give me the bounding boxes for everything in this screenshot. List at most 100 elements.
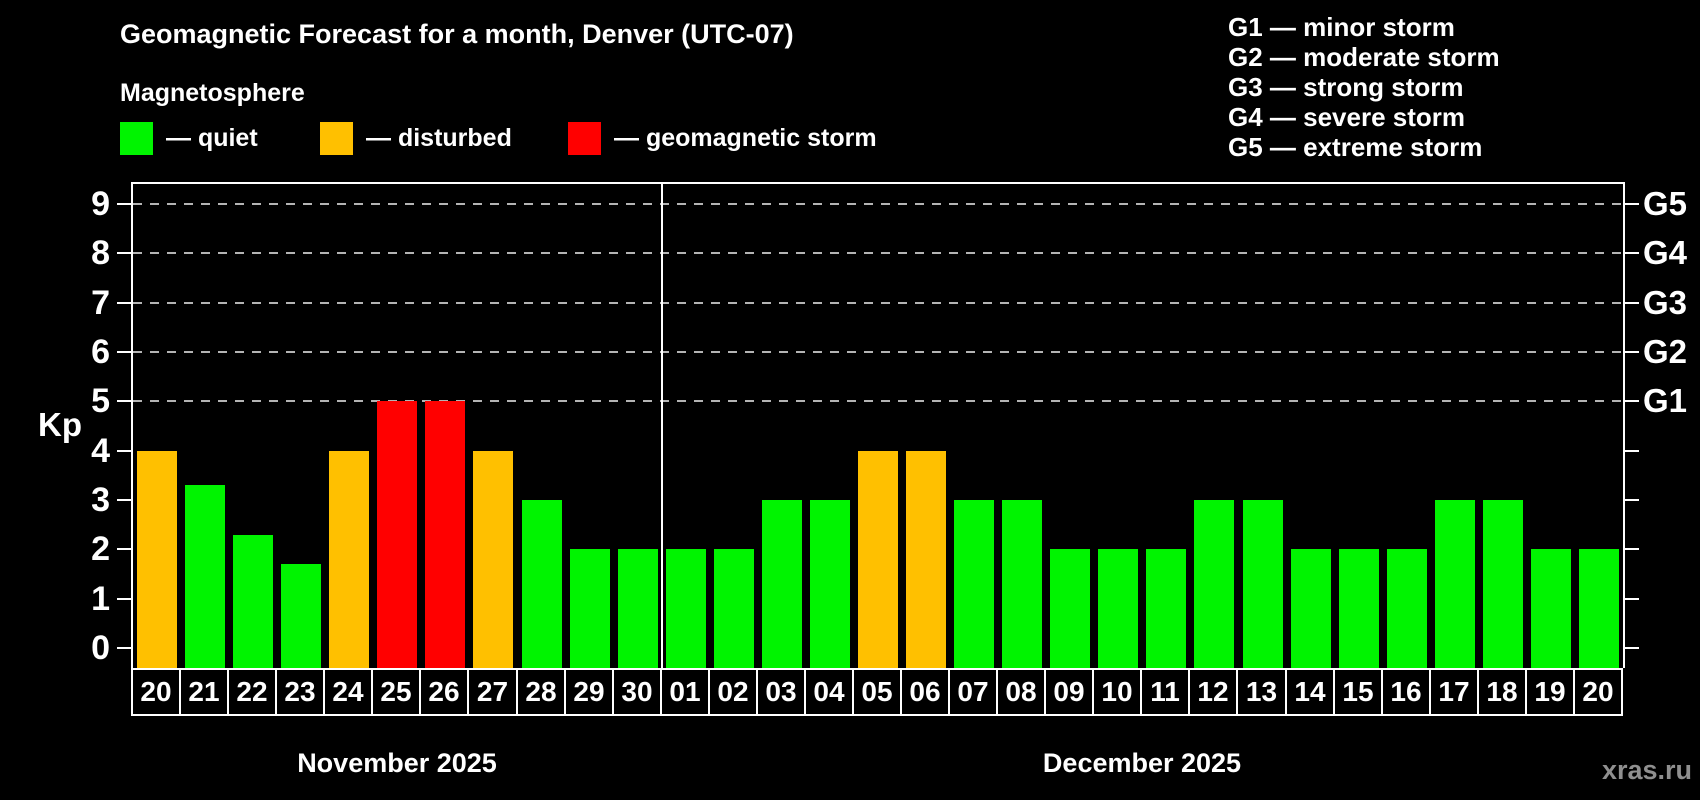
g-scale-legend-line: G2 — moderate storm — [1228, 42, 1500, 72]
legend-item-storm: — geomagnetic storm — [568, 122, 877, 155]
kp-bar-day-12 — [1194, 500, 1234, 668]
day-label: 22 — [227, 668, 277, 716]
magnetosphere-label: Magnetosphere — [120, 79, 305, 107]
right-axis-tick — [1625, 449, 1639, 452]
gridline-kp5 — [133, 400, 1623, 403]
g-scale-legend: G1 — minor storm G2 — moderate storm G3 — … — [1228, 12, 1500, 162]
kp-bar-day-01 — [666, 549, 706, 668]
kp-bar-day-08 — [1002, 500, 1042, 668]
y-axis-tick — [117, 548, 131, 551]
y-tick-label: 9 — [91, 184, 110, 223]
kp-bar-day-18 — [1483, 500, 1523, 668]
day-label: 14 — [1285, 668, 1335, 716]
right-axis-tick — [1625, 647, 1639, 650]
day-label: 02 — [708, 668, 758, 716]
kp-bar-day-09 — [1050, 549, 1090, 668]
kp-bar-day-04 — [810, 500, 850, 668]
day-axis-row: 20 21 22 23 24 25 26 27 28 29 30 01 02 03 04 05 06 07 08 09… — [131, 668, 1625, 716]
y-axis-tick — [117, 597, 131, 600]
kp-bar-day-14 — [1291, 549, 1331, 668]
gridline-kp7 — [133, 301, 1623, 304]
legend-item-label: — quiet — [166, 124, 258, 152]
chart-title: Geomagnetic Forecast for a month, Denver… — [120, 19, 794, 49]
kp-bar-day-20 — [1579, 549, 1619, 668]
kp-bar-day-05 — [858, 451, 898, 668]
g-level-label-g5: G5 — [1643, 184, 1688, 222]
y-tick-label: 6 — [91, 332, 110, 371]
kp-bar-day-30 — [618, 549, 658, 668]
day-label: 15 — [1333, 668, 1383, 716]
y-axis-tick — [117, 252, 131, 255]
kp-bar-day-24 — [329, 451, 369, 668]
y-tick-label: 1 — [91, 579, 110, 618]
y-axis-tick — [117, 202, 131, 205]
kp-bar-day-16 — [1387, 549, 1427, 668]
kp-bar-day-28 — [522, 500, 562, 668]
legend-item-label: — geomagnetic storm — [614, 124, 877, 152]
right-axis-tick — [1625, 202, 1639, 205]
kp-bar-day-22 — [233, 535, 273, 668]
y-tick-label: 5 — [91, 382, 110, 421]
day-label: 29 — [564, 668, 614, 716]
status-legend: — quiet — disturbed — geomagnetic storm — [120, 122, 1020, 156]
day-label: 17 — [1429, 668, 1479, 716]
month-label-december: December 2025 — [1042, 748, 1242, 778]
right-axis-tick — [1625, 499, 1639, 502]
kp-bar-day-15 — [1339, 549, 1379, 668]
day-label: 21 — [179, 668, 229, 716]
kp-bar-day-13 — [1243, 500, 1283, 668]
day-label: 20 — [131, 668, 181, 716]
right-axis-tick — [1625, 597, 1639, 600]
kp-bar-day-27 — [473, 451, 513, 668]
g-level-label-g1: G1 — [1643, 382, 1688, 420]
storm-swatch-icon — [568, 122, 601, 155]
right-axis-tick — [1625, 548, 1639, 551]
gridline-kp9 — [133, 202, 1623, 205]
y-tick-label: 4 — [91, 431, 110, 470]
day-label: 13 — [1236, 668, 1287, 716]
watermark-xras: xras.ru — [1601, 755, 1692, 785]
legend-item-disturbed: — disturbed — [320, 122, 512, 155]
day-label: 30 — [612, 668, 662, 716]
kp-bar-day-20 — [137, 451, 177, 668]
day-label: 24 — [323, 668, 373, 716]
y-axis-tick — [117, 449, 131, 452]
g-scale-legend-line: G3 — strong storm — [1228, 72, 1464, 102]
day-label: 12 — [1188, 668, 1238, 716]
day-label: 20 — [1573, 668, 1623, 716]
kp-bar-day-29 — [570, 549, 610, 668]
day-label: 07 — [948, 668, 998, 716]
y-tick-label: 8 — [91, 234, 110, 273]
day-label: 19 — [1525, 668, 1575, 716]
day-label: 18 — [1477, 668, 1527, 716]
y-tick-label: 7 — [91, 283, 110, 322]
day-label: 16 — [1381, 668, 1431, 716]
legend-item-label: — disturbed — [366, 124, 512, 152]
y-axis-tick — [117, 350, 131, 353]
kp-bar-day-25 — [377, 401, 417, 668]
kp-bar-day-02 — [714, 549, 754, 668]
kp-bar-day-19 — [1531, 549, 1571, 668]
quiet-swatch-icon — [120, 122, 153, 155]
day-label: 06 — [900, 668, 950, 716]
legend-item-quiet: — quiet — [120, 122, 258, 155]
day-label: 11 — [1140, 668, 1190, 716]
day-label: 01 — [660, 668, 710, 716]
g-level-label-g2: G2 — [1643, 332, 1688, 370]
kp-bar-day-26 — [425, 401, 465, 668]
day-label: 08 — [996, 668, 1046, 716]
plot-area — [117, 182, 1639, 668]
g-scale-legend-line: G5 — extreme storm — [1228, 132, 1483, 162]
disturbed-swatch-icon — [320, 122, 353, 155]
day-label: 09 — [1044, 668, 1094, 716]
g-level-label-g4: G4 — [1643, 234, 1688, 272]
g-scale-legend-line: G4 — severe storm — [1228, 102, 1466, 132]
kp-bar-day-23 — [281, 564, 321, 668]
y-tick-label: 0 — [91, 629, 110, 668]
y-axis-tick — [117, 647, 131, 650]
day-label: 10 — [1092, 668, 1142, 716]
kp-bar-day-06 — [906, 451, 946, 668]
day-label: 23 — [275, 668, 325, 716]
kp-bar-day-21 — [185, 485, 225, 668]
